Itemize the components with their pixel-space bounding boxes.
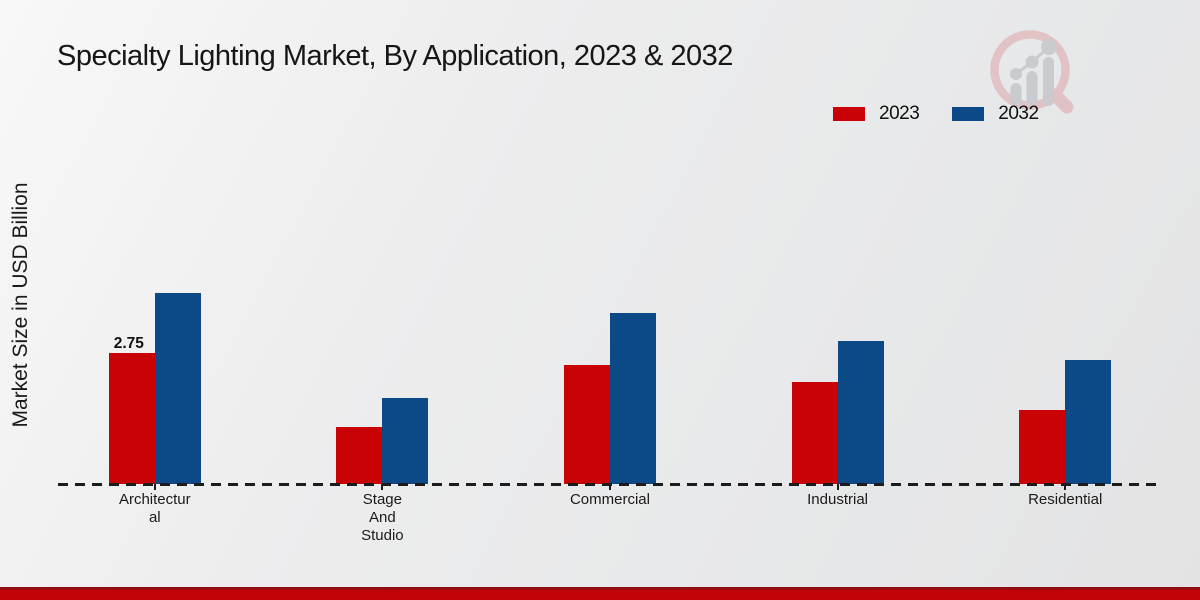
x-axis-baseline [58,483,1158,486]
bar-2023-commercial [563,364,610,484]
legend: 2023 2032 [833,103,1039,125]
axis-tick [608,484,611,490]
bar-value-label: 2.75 [113,335,144,352]
legend-label-2023: 2023 [879,103,920,124]
bar-group-industrial [791,341,884,484]
bar-2032-stage-and-studio [382,398,429,484]
bar-group-residential [1019,360,1112,484]
axis-tick [1064,484,1067,490]
category-label-stage-and-studio: Stage And Studio [361,491,404,544]
category-label-industrial: Industrial [807,491,869,508]
bar-2023-industrial [791,381,838,484]
footer-accent-bar [0,587,1200,600]
bar-2023-residential [1019,410,1066,484]
legend-label-2032: 2032 [998,103,1039,124]
bar-group-architectural: 2.75 [108,293,201,484]
category-label-architectural: Architectur al [118,491,191,526]
magnifier-growth-chart-icon [990,30,1074,114]
legend-swatch-2032 [952,107,985,121]
category-label-commercial: Commercial [569,491,650,508]
category-label-residential: Residential [1028,491,1103,508]
legend-item-2032: 2032 [952,103,1039,125]
category-slot-residential: Residential [951,0,1179,508]
legend-item-2023: 2023 [833,103,920,125]
axis-tick [381,484,384,490]
bar-2023-architectural: 2.75 [108,335,155,484]
bar-group-commercial [563,312,656,484]
bar-2032-residential [1065,360,1112,484]
y-axis-title: Market Size in USD Billion [9,182,32,428]
category-slot-commercial: Commercial [496,0,724,508]
legend-swatch-2023 [833,107,865,121]
chart-title: Specialty Lighting Market, By Applicatio… [57,40,733,72]
category-slot-industrial: Industrial [724,0,952,508]
axis-tick [836,484,839,490]
axis-tick [153,484,156,490]
category-slot-architectural: 2.75 Architectur al [41,0,269,526]
bar-2023-stage-and-studio [336,426,383,484]
bar-2032-architectural [154,293,201,484]
plot-area: 2.75 Architectur al Stage And Studio Commercia… [41,0,1179,544]
brand-logo [980,20,1080,120]
bar-group-stage-and-studio [336,398,429,484]
bar-2032-industrial [837,341,884,484]
category-slot-stage-and-studio: Stage And Studio [269,0,497,544]
bar-2032-commercial [609,312,656,484]
